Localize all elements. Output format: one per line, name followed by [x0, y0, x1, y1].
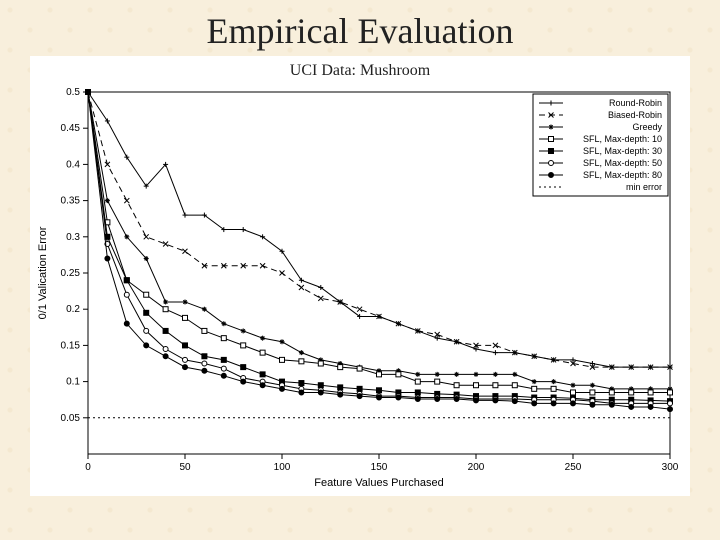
- x-tick-label: 300: [662, 462, 679, 473]
- chart-container: UCI Data: Mushroom 0 50 100 150 200 250 300 0.0…: [30, 56, 690, 496]
- y-tick-label: 0.1: [66, 377, 80, 388]
- chart-svg: 0 50 100 150 200 250 300 0.05 0.1 0.15 0.2 0.25 0.3 0…: [30, 84, 690, 494]
- legend-label: SFL, Max-depth: 10: [583, 134, 662, 144]
- y-tick-label: 0.2: [66, 304, 80, 315]
- x-tick-label: 150: [371, 462, 388, 473]
- y-tick-label: 0.15: [61, 340, 81, 351]
- x-axis-label: Feature Values Purchased: [314, 477, 443, 489]
- y-tick-label: 0.25: [61, 268, 81, 279]
- page-title: Empirical Evaluation: [207, 10, 514, 52]
- y-axis-label: 0/1 Valication Error: [37, 226, 49, 319]
- chart-subtitle: UCI Data: Mushroom: [30, 62, 690, 80]
- y-tick-label: 0.5: [66, 87, 80, 98]
- legend-label: SFL, Max-depth: 30: [583, 146, 662, 156]
- legend-label: SFL, Max-depth: 80: [583, 170, 662, 180]
- legend-label: Biased-Robin: [608, 110, 662, 120]
- x-tick-label: 0: [85, 462, 91, 473]
- x-tick-label: 200: [468, 462, 485, 473]
- y-tick-label: 0.4: [66, 159, 80, 170]
- legend-label: Round-Robin: [609, 98, 662, 108]
- legend-label: min error: [626, 182, 662, 192]
- x-tick-label: 250: [565, 462, 582, 473]
- y-tick-label: 0.05: [61, 413, 81, 424]
- y-tick-label: 0.45: [61, 123, 81, 134]
- y-tick-label: 0.3: [66, 232, 80, 243]
- y-tick-label: 0.35: [61, 196, 81, 207]
- legend-label: Greedy: [632, 122, 662, 132]
- x-tick-label: 100: [274, 462, 291, 473]
- x-tick-label: 50: [179, 462, 191, 473]
- legend-label: SFL, Max-depth: 50: [583, 158, 662, 168]
